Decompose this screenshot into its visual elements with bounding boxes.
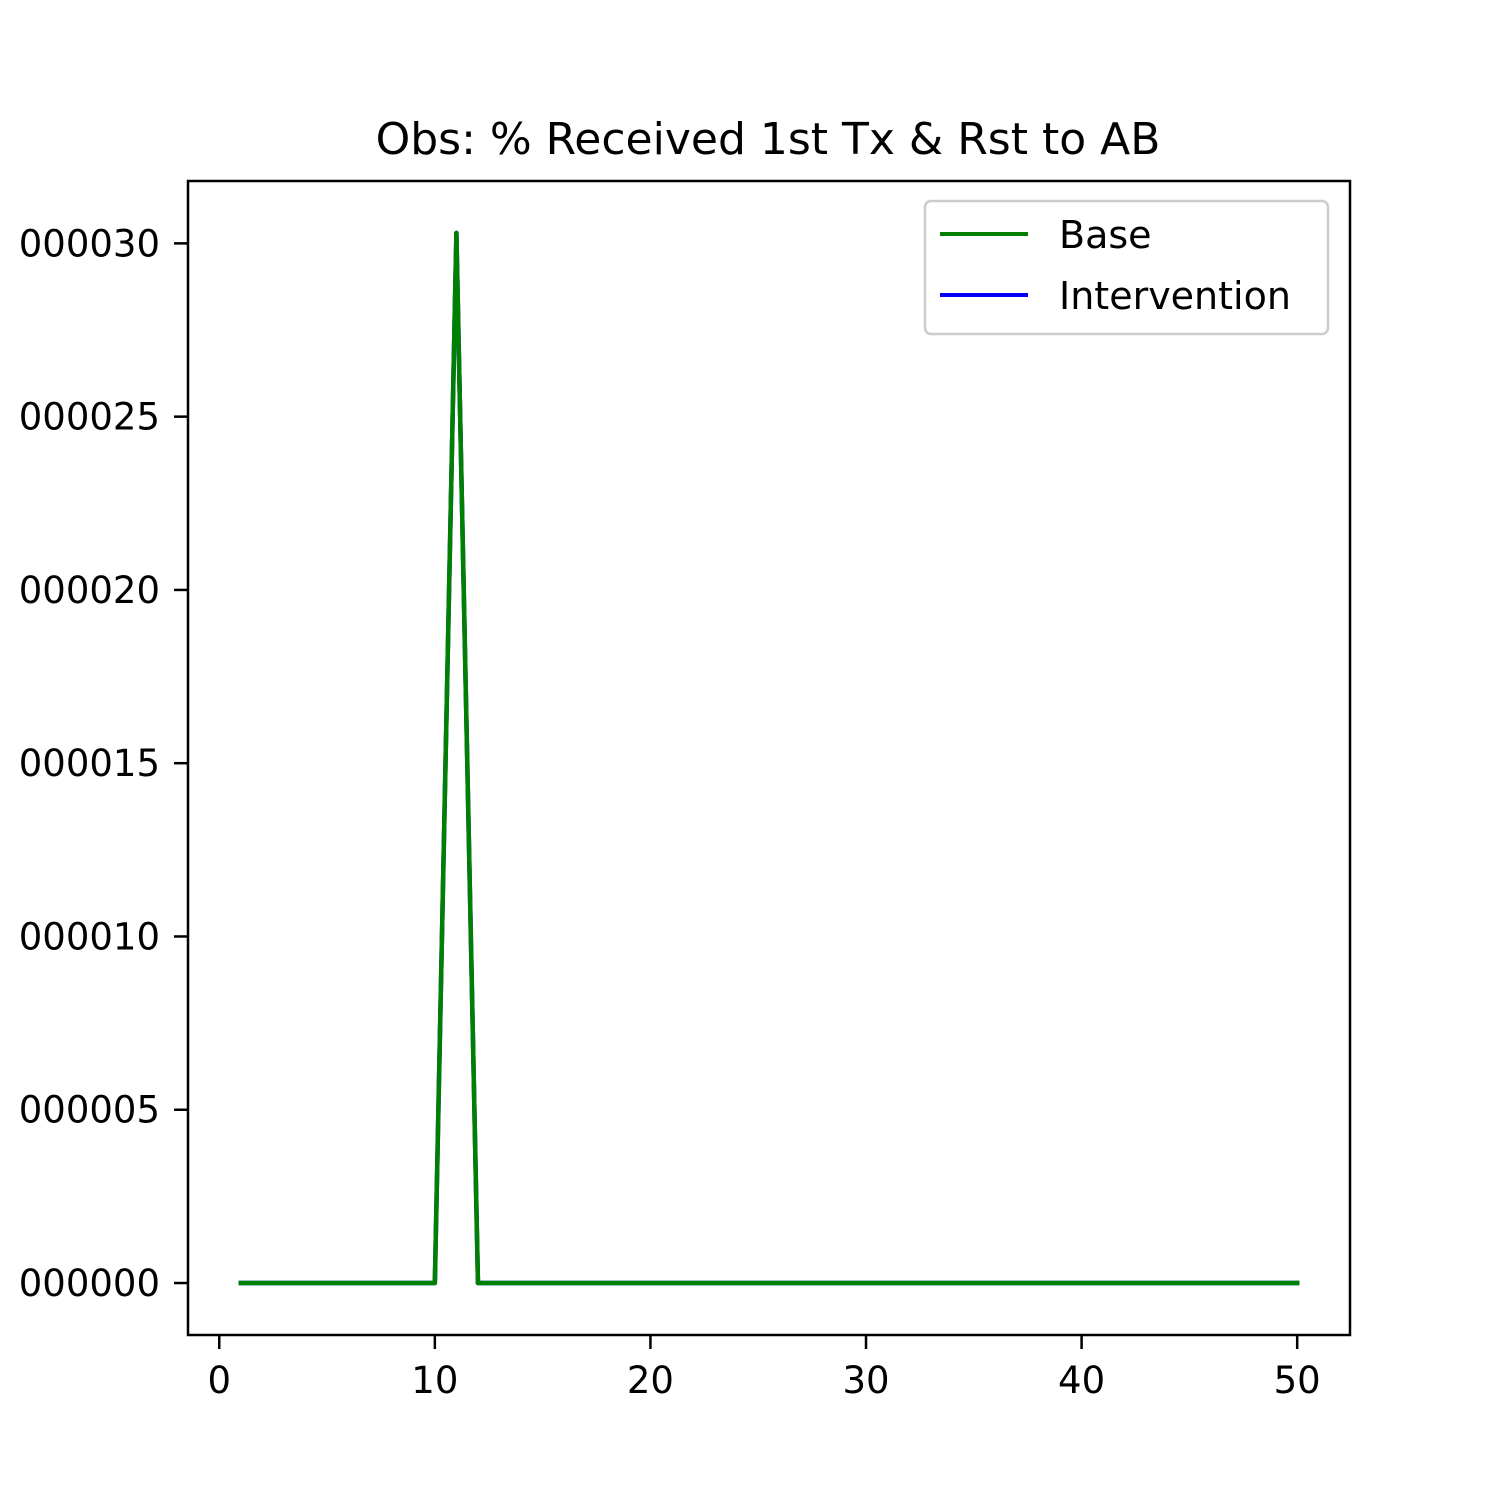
chart-title: Obs: % Received 1st Tx & Rst to AB: [376, 114, 1161, 165]
y-axis: 000000 000005 000010 000015 000020 000025 0000…: [19, 222, 188, 1305]
y-tick-label: 000015: [19, 742, 160, 785]
x-tick-label: 50: [1274, 1359, 1321, 1402]
x-tick-label: 10: [411, 1359, 458, 1402]
x-tick-label: 20: [627, 1359, 674, 1402]
y-tick-label: 000030: [19, 222, 160, 265]
x-axis: 0 10 20 30 40 50: [207, 1335, 1321, 1402]
legend-label-base: Base: [1059, 213, 1152, 257]
y-tick-label: 000000: [19, 1262, 160, 1305]
plot-area-frame: [186, 179, 1352, 1337]
y-tick-label: 000025: [19, 396, 160, 439]
legend: Base Intervention: [923, 199, 1330, 336]
y-tick-label: 000005: [19, 1089, 160, 1132]
series-line-base: [238, 230, 1300, 1286]
y-tick-label: 000010: [19, 915, 160, 958]
legend-label-intervention: Intervention: [1059, 274, 1291, 318]
x-tick-label: 40: [1058, 1359, 1105, 1402]
series-line-intervention: [238, 230, 1300, 1286]
x-tick-label: 0: [207, 1359, 231, 1402]
y-tick-label: 000020: [19, 569, 160, 612]
x-tick-label: 30: [842, 1359, 889, 1402]
